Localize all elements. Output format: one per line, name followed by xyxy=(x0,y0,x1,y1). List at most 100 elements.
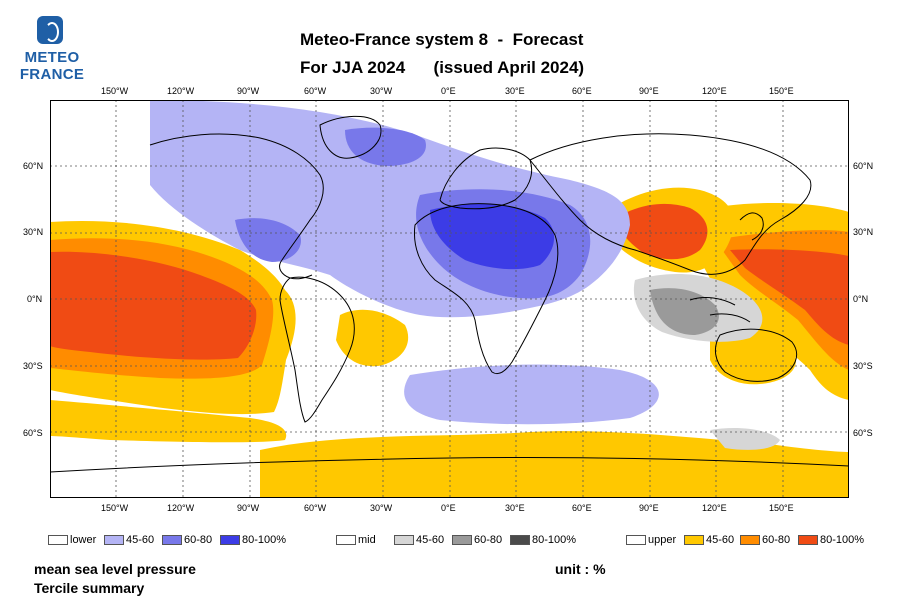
legend-upper-label: upper xyxy=(648,534,677,546)
lat-label-left-30n: 30°N xyxy=(23,227,44,237)
lon-label-bottom-150e: 150°E xyxy=(769,503,794,513)
legend-mid-80-100: 80-100% xyxy=(510,534,576,546)
variable-caption: mean sea level pressure xyxy=(34,561,196,577)
lon-label-top-30w: 30°W xyxy=(370,86,393,96)
legend-mid-80-100-swatch xyxy=(510,535,530,545)
legend-upper-60-80-swatch xyxy=(740,535,760,545)
lon-label-bottom-60e: 60°E xyxy=(572,503,592,513)
logo-text-line2: FRANCE xyxy=(19,66,85,83)
lon-label-bottom-60w: 60°W xyxy=(304,503,327,513)
title-line1: Meteo-France system 8 - Forecast xyxy=(300,30,584,49)
upper-80-100-south-asia-region xyxy=(615,203,708,260)
meteo-france-logo: METEO FRANCE xyxy=(14,14,90,84)
map-border xyxy=(50,100,849,498)
lon-label-top-150e: 150°E xyxy=(769,86,794,96)
legend-upper-base: upper xyxy=(626,534,676,546)
legend-upper-80-100-swatch xyxy=(798,535,818,545)
upper-80-100-pacific-region xyxy=(50,251,257,360)
lower-60-80-north-america-region xyxy=(235,218,301,262)
lon-label-top-90e: 90°E xyxy=(639,86,659,96)
coastline-africa xyxy=(413,203,559,375)
legend-mid-60-80-swatch xyxy=(452,535,472,545)
coastline-greenland xyxy=(319,115,382,159)
legend-upper-swatch xyxy=(626,535,646,545)
tercile-map-svg xyxy=(50,100,849,498)
legend-lower: lower 45-60 60-80 80-100% xyxy=(48,534,318,548)
mid-45-60-southern-ocean-region xyxy=(710,428,780,450)
legend-upper-45-60-swatch xyxy=(684,535,704,545)
lower-45-60-south-atlantic-region xyxy=(404,364,659,425)
lon-label-bottom-120w: 120°W xyxy=(167,503,195,513)
lat-label-right-60n: 60°N xyxy=(853,161,874,171)
legend-upper-60-80-label: 60-80 xyxy=(762,534,791,546)
upper-80-100-west-pacific-region xyxy=(730,249,849,345)
legend-lower-80-100-label: 80-100% xyxy=(242,534,287,546)
legend-mid-base: mid xyxy=(336,534,376,546)
coastline-south-america xyxy=(279,276,355,423)
legend-lower-label: lower xyxy=(70,534,97,546)
legend-mid-45-60-swatch xyxy=(394,535,414,545)
mid-60-80-maritime-region xyxy=(650,288,719,335)
lat-label-right-60s: 60°S xyxy=(853,428,873,438)
legend-upper-80-100: 80-100% xyxy=(798,534,864,546)
legend-upper-60-80: 60-80 xyxy=(740,534,790,546)
lat-label-left-60s: 60°S xyxy=(23,428,43,438)
legend-lower-45-60-swatch xyxy=(104,535,124,545)
coastline-indonesia xyxy=(689,297,751,323)
lat-label-left-30s: 30°S xyxy=(23,361,43,371)
legend-upper-45-60: 45-60 xyxy=(684,534,734,546)
legend-mid-45-60-label: 45-60 xyxy=(416,534,445,546)
coastline-australia xyxy=(714,328,797,382)
meteo-france-emblem-icon xyxy=(37,16,63,44)
lon-label-top-90w: 90°W xyxy=(237,86,260,96)
lon-label-bottom-90w: 90°W xyxy=(237,503,260,513)
lon-label-top-120w: 120°W xyxy=(167,86,195,96)
legend-mid-label: mid xyxy=(358,534,376,546)
lon-label-top-60w: 60°W xyxy=(304,86,327,96)
coastline-europe xyxy=(439,147,533,210)
legend-mid-80-100-label: 80-100% xyxy=(532,534,577,546)
legend-upper-80-100-label: 80-100% xyxy=(820,534,865,546)
legend-lower-base: lower xyxy=(48,534,96,546)
tercile-map xyxy=(50,100,849,498)
title-line2: For JJA 2024 (issued April 2024) xyxy=(300,58,585,77)
lon-label-top-0e: 0°E xyxy=(441,86,456,96)
legend-lower-60-80: 60-80 xyxy=(162,534,212,546)
lat-label-left-0n: 0°N xyxy=(27,294,43,304)
coastlines xyxy=(50,115,849,473)
upper-45-60-southern-ocean-region xyxy=(260,431,849,498)
legend-upper: upper 45-60 60-80 80-100% xyxy=(626,534,896,548)
legend-lower-80-100-swatch xyxy=(220,535,240,545)
lat-label-right-30n: 30°N xyxy=(853,227,874,237)
legend-lower-45-60: 45-60 xyxy=(104,534,154,546)
lon-label-top-60e: 60°E xyxy=(572,86,592,96)
unit-caption: unit : % xyxy=(555,561,606,577)
summary-caption: Tercile summary xyxy=(34,580,145,596)
legend-mid-swatch xyxy=(336,535,356,545)
lat-label-left-60n: 60°N xyxy=(23,161,44,171)
upper-45-60-south-pacific-region xyxy=(50,400,287,443)
lower-80-100-africa-region xyxy=(430,203,555,270)
legend-upper-45-60-label: 45-60 xyxy=(706,534,735,546)
lon-label-top-150w: 150°W xyxy=(101,86,129,96)
coastline-japan xyxy=(739,212,764,241)
lon-label-bottom-120e: 120°E xyxy=(702,503,727,513)
lon-label-bottom-0e: 0°E xyxy=(441,503,456,513)
coastline-antarctica xyxy=(50,456,849,473)
lat-label-right-30s: 30°S xyxy=(853,361,873,371)
legend-lower-80-100: 80-100% xyxy=(220,534,286,546)
lat-label-right-0n: 0°N xyxy=(853,294,869,304)
legend-lower-60-80-label: 60-80 xyxy=(184,534,213,546)
legend-lower-swatch xyxy=(48,535,68,545)
graticule xyxy=(50,100,849,498)
lower-60-80-arctic-region xyxy=(345,127,426,166)
legend-mid-60-80: 60-80 xyxy=(452,534,502,546)
lon-label-bottom-30w: 30°W xyxy=(370,503,393,513)
lon-label-bottom-150w: 150°W xyxy=(101,503,129,513)
logo-text-line1: METEO xyxy=(24,49,80,66)
legend-mid-60-80-label: 60-80 xyxy=(474,534,503,546)
legend-lower-45-60-label: 45-60 xyxy=(126,534,155,546)
lon-label-bottom-90e: 90°E xyxy=(639,503,659,513)
legend-mid-45-60: 45-60 xyxy=(394,534,444,546)
lon-label-top-30e: 30°E xyxy=(505,86,525,96)
